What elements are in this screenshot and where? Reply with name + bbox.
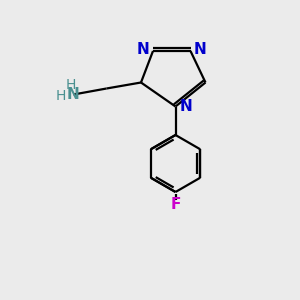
Text: N: N <box>180 99 193 114</box>
Text: H: H <box>65 78 76 92</box>
Text: H: H <box>56 89 66 103</box>
Text: F: F <box>170 197 181 212</box>
Text: N: N <box>136 42 149 57</box>
Text: N: N <box>194 42 207 57</box>
Text: N: N <box>67 87 80 102</box>
